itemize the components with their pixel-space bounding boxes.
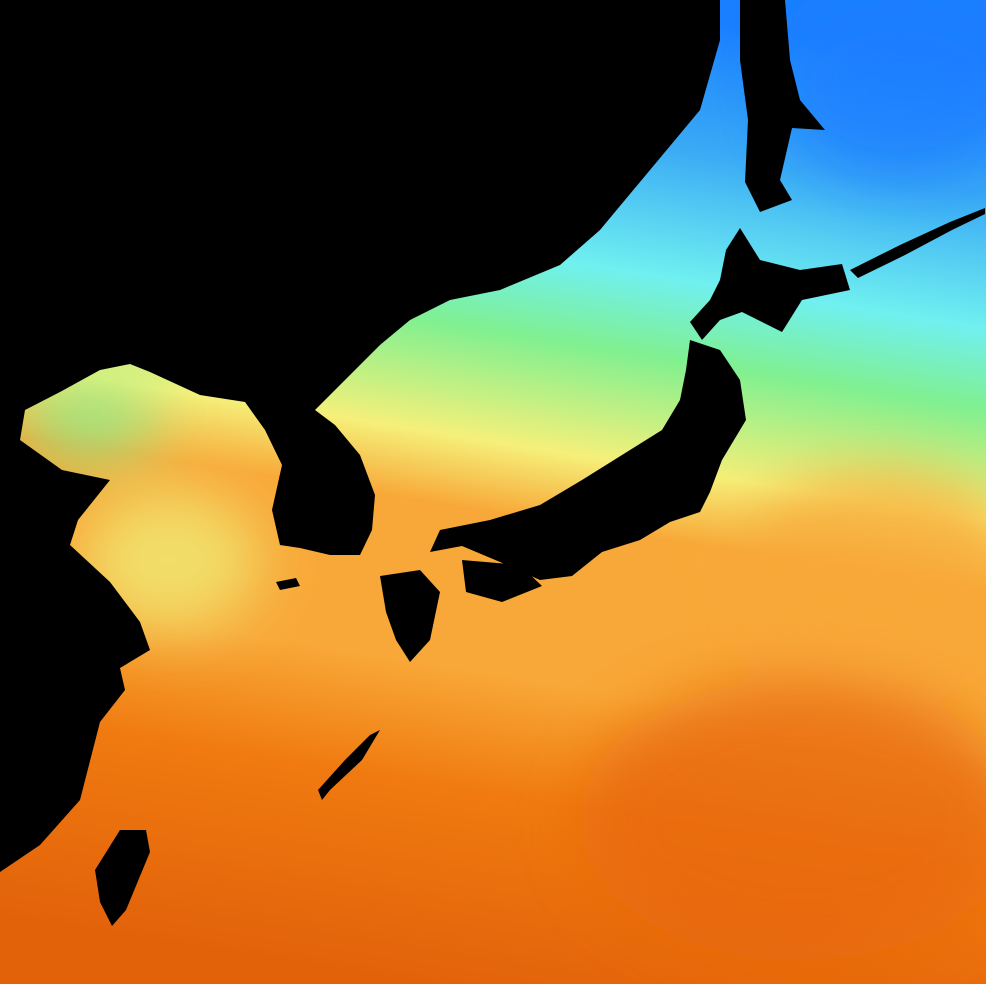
yellow-sea-warm [80,490,260,630]
kuril-islands [850,208,985,278]
warm-eddy [740,470,986,650]
sakhalin [740,0,825,212]
land [0,0,985,926]
shikoku [462,560,542,602]
ryukyu-islands [318,730,380,800]
cold-region [780,0,986,180]
honshu [430,340,746,580]
hokkaido [690,228,850,340]
taiwan [95,830,150,926]
bohai-cool [20,380,160,460]
jeju [276,578,300,590]
asia-continent [0,0,720,872]
hot-region [580,680,986,960]
kyushu [380,570,440,662]
